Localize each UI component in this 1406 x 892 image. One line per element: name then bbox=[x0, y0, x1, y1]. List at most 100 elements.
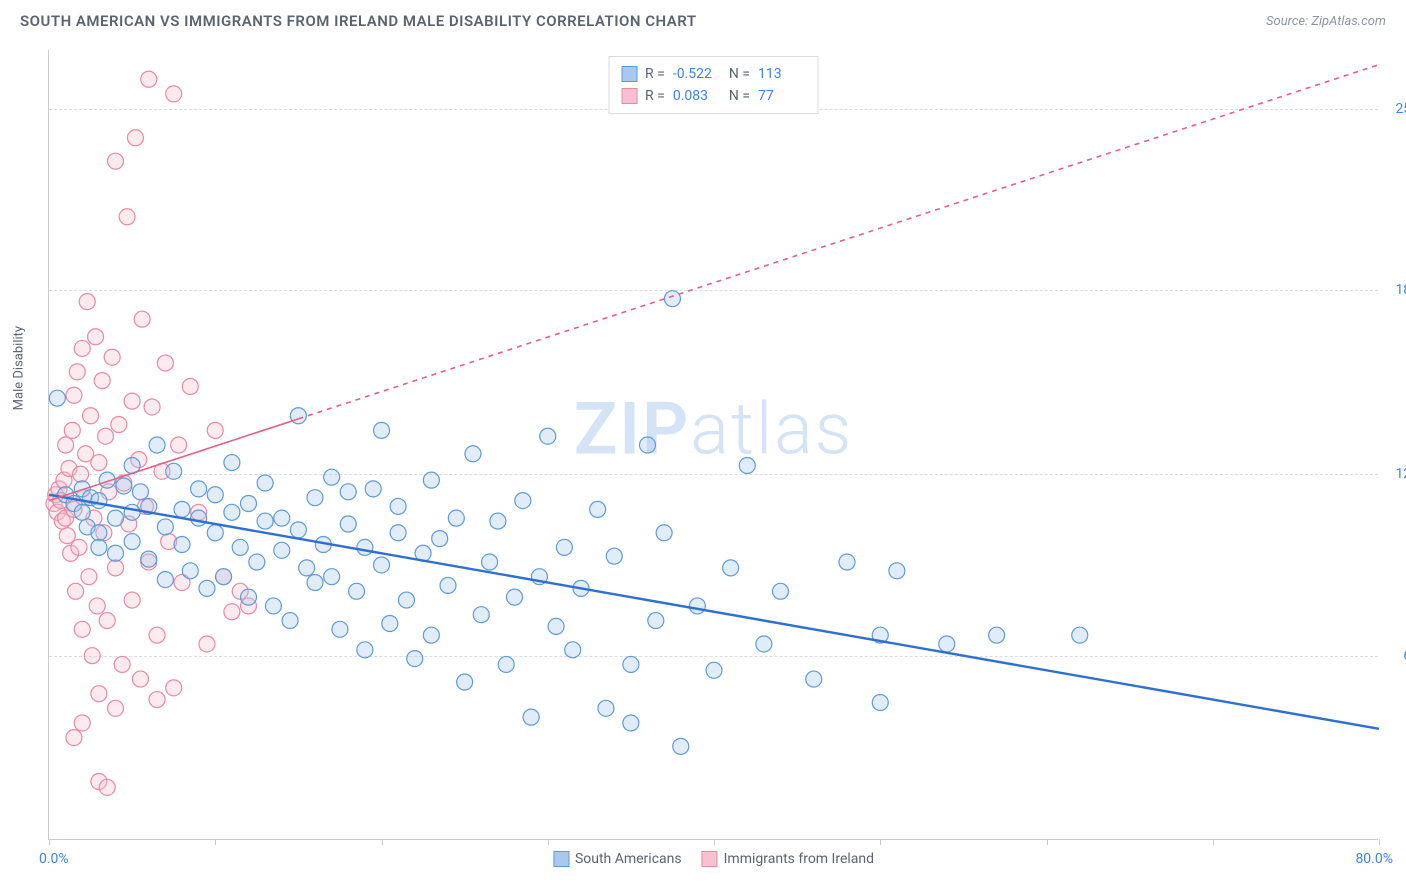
scatter-point bbox=[66, 730, 82, 746]
scatter-point bbox=[134, 311, 150, 327]
scatter-point bbox=[307, 575, 323, 591]
scatter-point bbox=[199, 580, 215, 596]
x-tick bbox=[1047, 839, 1048, 845]
scatter-point bbox=[58, 437, 74, 453]
scatter-point bbox=[482, 554, 498, 570]
scatter-point bbox=[440, 577, 456, 593]
scatter-point bbox=[171, 437, 187, 453]
stat-n-value-1: 113 bbox=[758, 63, 806, 85]
scatter-point bbox=[548, 618, 564, 634]
scatter-point bbox=[216, 569, 232, 585]
scatter-point bbox=[157, 572, 173, 588]
scatter-point bbox=[365, 481, 381, 497]
scatter-point bbox=[448, 510, 464, 526]
x-axis-max-label: 80.0% bbox=[1355, 851, 1393, 867]
scatter-point bbox=[174, 536, 190, 552]
scatter-point bbox=[282, 613, 298, 629]
scatter-point bbox=[124, 592, 140, 608]
stat-n-value-2: 77 bbox=[758, 85, 806, 107]
scatter-point bbox=[473, 607, 489, 623]
scatter-point bbox=[307, 490, 323, 506]
scatter-point bbox=[79, 294, 95, 310]
scatter-point bbox=[98, 428, 114, 444]
scatter-point bbox=[839, 554, 855, 570]
scatter-point bbox=[739, 457, 755, 473]
scatter-point bbox=[340, 516, 356, 532]
scatter-point bbox=[71, 539, 87, 555]
scatter-point bbox=[374, 422, 390, 438]
legend-item-series1: South Americans bbox=[553, 851, 682, 867]
scatter-point bbox=[706, 662, 722, 678]
scatter-point bbox=[465, 446, 481, 462]
stats-row-series2: R = 0.083 N = 77 bbox=[621, 85, 806, 107]
scatter-point bbox=[89, 598, 105, 614]
scatter-point bbox=[390, 498, 406, 514]
scatter-point bbox=[224, 455, 240, 471]
scatter-point bbox=[664, 291, 680, 307]
scatter-point bbox=[274, 542, 290, 558]
scatter-point bbox=[565, 642, 581, 658]
scatter-point bbox=[390, 525, 406, 541]
scatter-point bbox=[224, 504, 240, 520]
scatter-point bbox=[507, 589, 523, 605]
scatter-point bbox=[274, 510, 290, 526]
chart-title: SOUTH AMERICAN VS IMMIGRANTS FROM IRELAN… bbox=[20, 12, 697, 30]
scatter-point bbox=[257, 513, 273, 529]
chart-legend: South Americans Immigrants from Ireland bbox=[553, 851, 874, 867]
scatter-point bbox=[119, 209, 135, 225]
scatter-point bbox=[324, 469, 340, 485]
scatter-point bbox=[598, 700, 614, 716]
scatter-point bbox=[74, 504, 90, 520]
scatter-point bbox=[249, 554, 265, 570]
scatter-point bbox=[523, 709, 539, 725]
scatter-point bbox=[872, 694, 888, 710]
scatter-point bbox=[68, 583, 84, 599]
scatter-point bbox=[257, 475, 273, 491]
x-tick bbox=[548, 839, 549, 845]
scatter-point bbox=[141, 551, 157, 567]
scatter-point bbox=[149, 627, 165, 643]
stat-n-label: N = bbox=[729, 63, 750, 85]
scatter-point bbox=[423, 627, 439, 643]
scatter-point bbox=[157, 355, 173, 371]
legend-label-1: South Americans bbox=[575, 851, 682, 867]
scatter-point bbox=[74, 621, 90, 637]
scatter-point bbox=[91, 686, 107, 702]
scatter-point bbox=[723, 560, 739, 576]
scatter-point bbox=[623, 715, 639, 731]
scatter-point bbox=[689, 598, 705, 614]
scatter-point bbox=[149, 437, 165, 453]
scatter-point bbox=[166, 86, 182, 102]
stat-r-value-2: 0.083 bbox=[673, 85, 721, 107]
scatter-point bbox=[656, 525, 672, 541]
source-attribution: Source: ZipAtlas.com bbox=[1266, 14, 1386, 29]
scatter-point bbox=[432, 531, 448, 547]
scatter-point bbox=[99, 613, 115, 629]
scatter-point bbox=[290, 522, 306, 538]
scatter-point bbox=[166, 463, 182, 479]
scatter-point bbox=[423, 472, 439, 488]
scatter-point bbox=[490, 513, 506, 529]
scatter-point bbox=[1072, 627, 1088, 643]
x-tick bbox=[215, 839, 216, 845]
x-tick bbox=[382, 839, 383, 845]
scatter-point bbox=[756, 636, 772, 652]
scatter-point bbox=[191, 481, 207, 497]
scatter-point bbox=[241, 589, 257, 605]
scatter-point bbox=[207, 525, 223, 541]
scatter-point bbox=[149, 692, 165, 708]
scatter-point bbox=[91, 525, 107, 541]
scatter-point bbox=[108, 560, 124, 576]
scatter-point bbox=[232, 539, 248, 555]
scatter-point bbox=[144, 399, 160, 415]
legend-swatch-2 bbox=[702, 851, 718, 867]
scatter-point bbox=[132, 671, 148, 687]
stats-row-series1: R = -0.522 N = 113 bbox=[621, 63, 806, 85]
x-tick bbox=[1213, 839, 1214, 845]
scatter-point bbox=[108, 700, 124, 716]
scatter-point bbox=[640, 437, 656, 453]
swatch-series1 bbox=[621, 66, 637, 82]
scatter-point bbox=[73, 466, 89, 482]
scatter-point bbox=[324, 569, 340, 585]
scatter-point bbox=[132, 484, 148, 500]
